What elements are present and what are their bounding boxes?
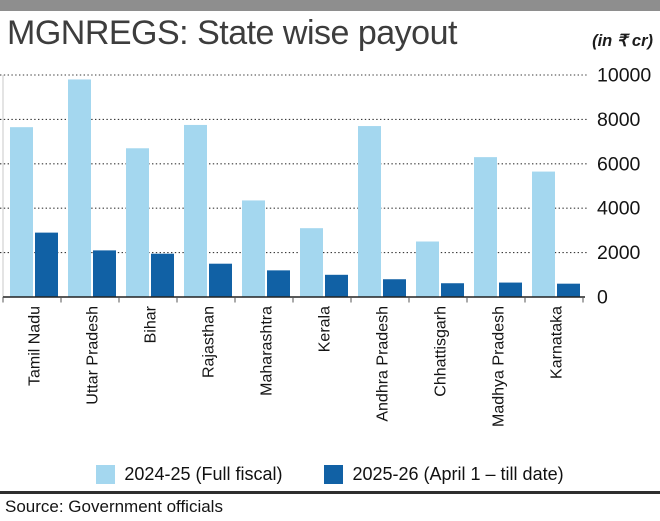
bar-2024-25-kerala [300,228,323,297]
top-accent-bar [0,0,660,11]
x-label-tamil-nadu: Tamil Nadu [27,306,44,386]
x-label-maharashtra: Maharashtra [259,306,276,396]
bar-2025-26-andhra-pradesh [383,279,406,297]
bar-2025-26-uttar-pradesh [93,250,116,297]
bar-2024-25-tamil-nadu [10,127,33,297]
x-label-andhra-pradesh: Andhra Pradesh [375,306,392,422]
y-tick-label-8000: 8000 [597,109,641,131]
y-tick-label-0: 0 [597,287,608,309]
x-label-karnataka: Karnataka [549,306,566,379]
legend: 2024-25 (Full fiscal) 2025-26 (April 1 –… [0,459,660,489]
bar-2025-26-chhattisgarh [441,283,464,297]
bar-2025-26-madhya-pradesh [499,282,522,297]
legend-swatch-2025-26 [324,464,344,484]
payout-bar-chart: 0 2000 4000 6000 8000 10000 Tamil Nadu Uttar Pr… [0,65,651,427]
x-label-rajasthan: Rajasthan [201,306,218,378]
legend-swatch-2024-25 [96,464,116,484]
source-credit: Source: Government officials [5,497,223,516]
bar-2024-25-uttar-pradesh [68,79,91,297]
bar-2025-26-kerala [325,274,348,297]
bar-2025-26-rajasthan [209,263,232,297]
page-title: MGNREGS: State wise payout [7,14,457,52]
bar-2024-25-rajasthan [184,124,207,297]
legend-label-2025-26: 2025-26 (April 1 – till date) [352,463,564,484]
y-tick-label-6000: 6000 [597,153,641,175]
x-label-bihar: Bihar [143,305,160,343]
bar-2024-25-bihar [126,148,149,297]
legend-item-2025-26: 2025-26 (April 1 – till date) [324,463,564,485]
x-label-uttar-pradesh: Uttar Pradesh [85,306,102,405]
legend-item-2024-25: 2024-25 (Full fiscal) [96,464,282,485]
footer-divider [0,491,660,494]
bar-2025-26-tamil-nadu [35,232,58,297]
bar-2025-26-bihar [151,253,174,297]
x-label-madhya-pradesh: Madhya Pradesh [491,306,508,427]
bar-2024-25-madhya-pradesh [474,157,497,297]
y-tick-label-10000: 10000 [597,65,651,87]
y-tick-label-2000: 2000 [597,242,641,264]
legend-label-2024-25: 2024-25 (Full fiscal) [124,463,283,484]
bar-2024-25-maharashtra [242,200,265,297]
unit-note: (in ₹ cr) [592,32,653,50]
bar-2024-25-chhattisgarh [416,241,439,297]
bar-2024-25-andhra-pradesh [358,126,381,297]
x-label-kerala: Kerala [317,306,334,352]
bar-2025-26-maharashtra [267,270,290,297]
bar-2025-26-karnataka [557,283,580,297]
y-tick-label-4000: 4000 [597,198,641,220]
x-label-chhattisgarh: Chhattisgarh [433,306,450,397]
bar-2024-25-karnataka [532,171,555,297]
